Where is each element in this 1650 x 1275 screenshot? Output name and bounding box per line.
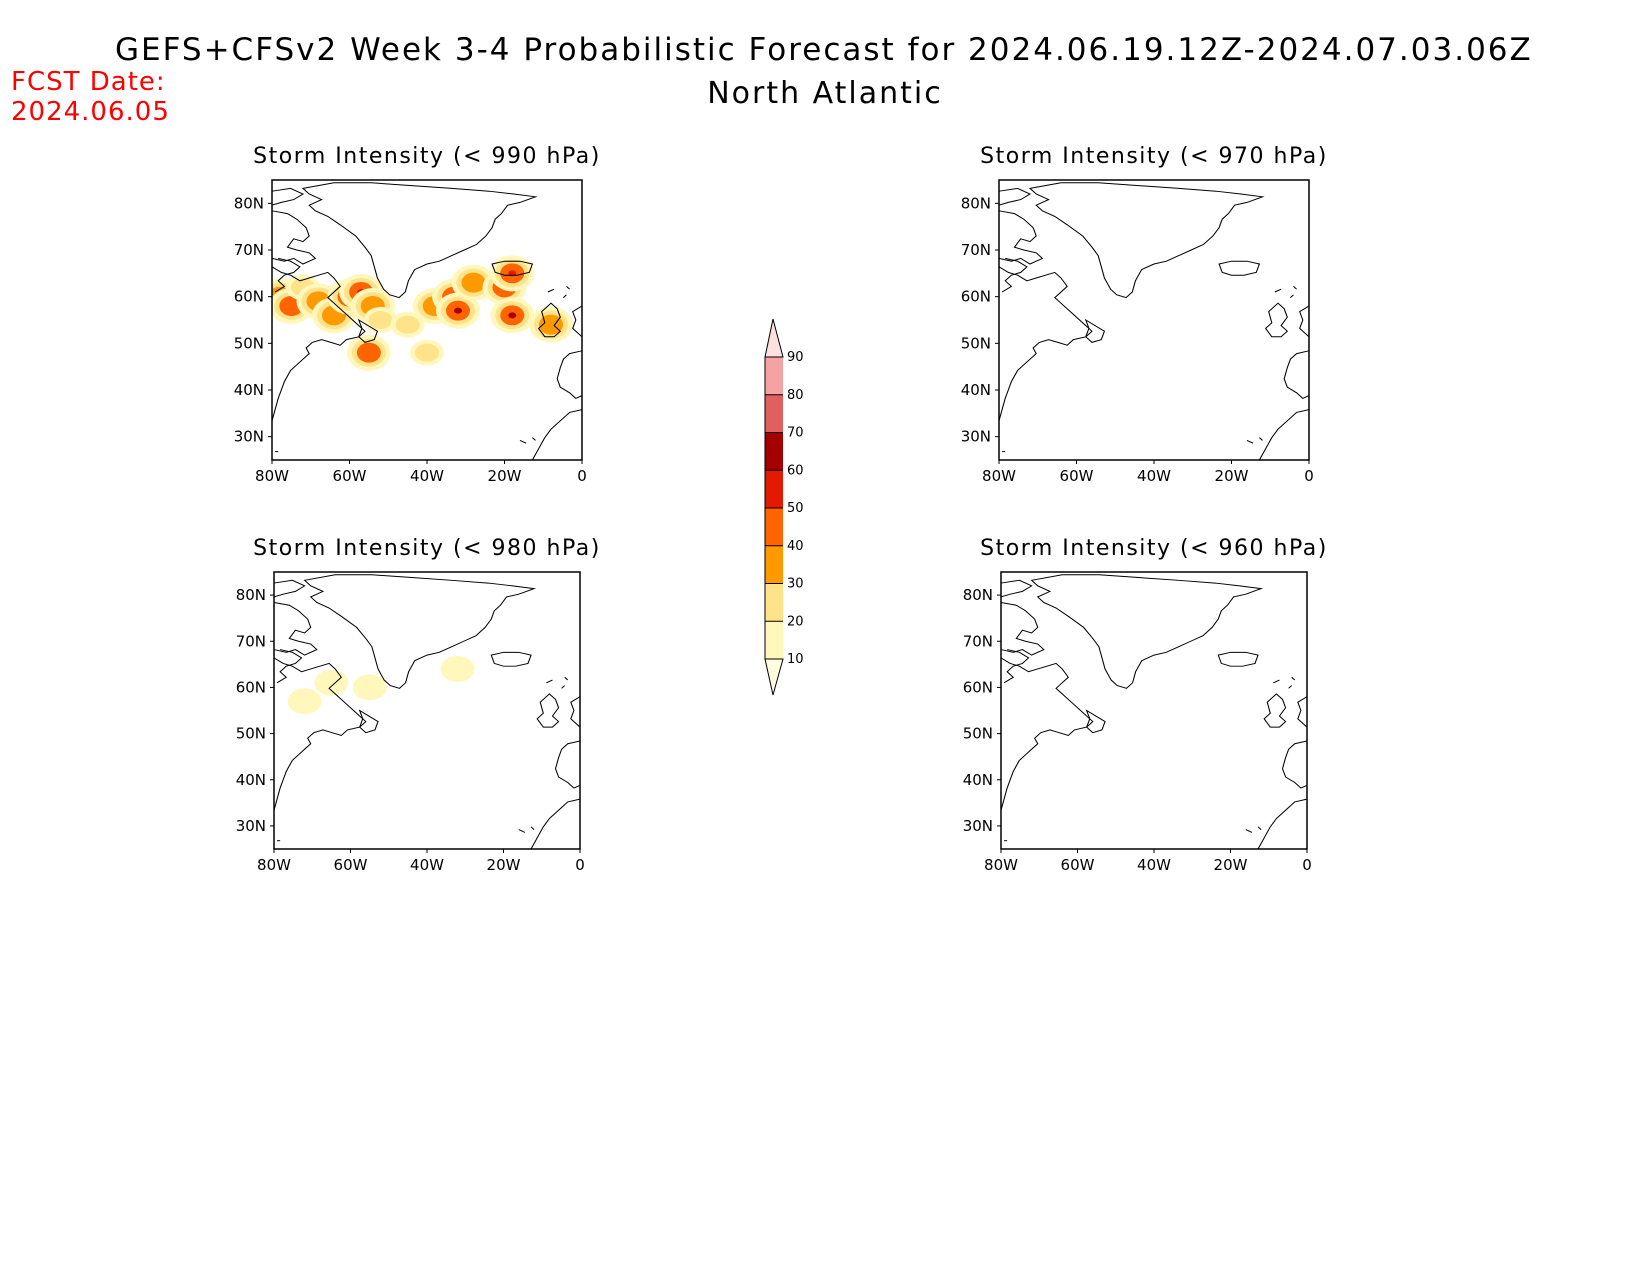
lon-tick-label: 60W (1061, 856, 1095, 874)
colorbar: 10 20 30 40 50 60 70 80 90 (764, 318, 804, 696)
lon-tick-label: 80W (255, 467, 289, 485)
prob-shade (314, 669, 349, 696)
lat-tick-label: 50N (234, 334, 264, 352)
prob-shade (368, 311, 393, 329)
lon-tick-label: 60W (333, 467, 367, 485)
lat-tick-label: 60N (961, 288, 991, 306)
lat-tick-label: 70N (236, 632, 266, 650)
prob-shade (356, 342, 381, 363)
forecast-date-label: FCST Date: (11, 67, 166, 97)
colorbar-segment (765, 432, 783, 471)
coastline (999, 182, 1309, 460)
prob-shade (287, 688, 322, 715)
main-title: GEFS+CFSv2 Week 3-4 Probabilistic Foreca… (115, 32, 1533, 68)
colorbar-segment (765, 357, 783, 395)
colorbar-tick-label: 70 (787, 426, 804, 441)
lat-tick-label: 60N (234, 288, 264, 306)
coastline (274, 574, 580, 849)
prob-shade (440, 655, 475, 682)
lon-tick-label: 20W (1214, 856, 1248, 874)
colorbar-segment (765, 508, 783, 546)
colorbar-segment (765, 621, 783, 659)
lat-tick-label: 40N (961, 381, 991, 399)
lat-tick-label: 70N (963, 632, 993, 650)
prob-shade (352, 674, 387, 701)
panels-layer: Storm Intensity (< 990 hPa) 80N 70N 60N 50N 4… (234, 144, 1328, 874)
map-frame (1000, 571, 1308, 850)
lat-tick-label: 30N (234, 428, 264, 446)
colorbar-segment (765, 394, 783, 433)
lon-tick-label: 40W (410, 856, 444, 874)
map-frame (273, 571, 581, 850)
lat-tick-label: 40N (234, 381, 264, 399)
lat-tick-label: 70N (234, 241, 264, 259)
colorbar-segment (765, 470, 783, 508)
lat-tick-label: 80N (234, 194, 264, 212)
lat-tick-label: 80N (236, 586, 266, 604)
map-panel-p960: Storm Intensity (< 960 hPa) 80N 70N 60N 50N 4… (963, 536, 1328, 874)
prob-shade (508, 312, 517, 319)
forecast-date-value: 2024.06.05 (11, 97, 170, 127)
map-panel-p970: Storm Intensity (< 970 hPa) 80N 70N 60N 50N 4… (961, 144, 1328, 485)
lon-tick-label: 80W (984, 856, 1018, 874)
colorbar-tick-label: 50 (787, 501, 804, 516)
map-panel-p980: Storm Intensity (< 980 hPa) 80N 70N 60N 50N 4… (236, 536, 601, 874)
panel-title: Storm Intensity (< 990 hPa) (253, 144, 601, 169)
colorbar-upper-triangle (764, 318, 784, 358)
coastline (1001, 574, 1307, 849)
colorbar-tick-label: 80 (787, 388, 804, 403)
colorbar-tick-label: 40 (787, 539, 804, 554)
lon-tick-label: 40W (410, 467, 444, 485)
lon-tick-label: 20W (487, 856, 521, 874)
lon-tick-label: 80W (257, 856, 291, 874)
lat-tick-label: 30N (236, 817, 266, 835)
lat-tick-label: 50N (961, 334, 991, 352)
lon-tick-label: 20W (1215, 467, 1249, 485)
prob-shade (454, 307, 462, 314)
lon-tick-label: 40W (1137, 856, 1171, 874)
lon-tick-label: 0 (1302, 856, 1312, 874)
panel-title: Storm Intensity (< 980 hPa) (253, 536, 601, 561)
panel-title: Storm Intensity (< 960 hPa) (980, 536, 1328, 561)
colorbar-tick-label: 30 (787, 577, 804, 592)
lat-tick-label: 60N (963, 678, 993, 696)
lon-tick-label: 0 (577, 467, 587, 485)
prob-shade (415, 343, 439, 362)
lon-tick-label: 80W (982, 467, 1016, 485)
lat-tick-label: 30N (963, 817, 993, 835)
panel-title: Storm Intensity (< 970 hPa) (980, 144, 1328, 169)
lon-tick-label: 0 (575, 856, 585, 874)
lon-tick-label: 60W (1060, 467, 1094, 485)
lon-tick-label: 20W (488, 467, 522, 485)
colorbar-tick-label: 10 (787, 652, 804, 667)
lat-tick-label: 70N (961, 241, 991, 259)
colorbar-tick-label: 60 (787, 463, 804, 478)
lat-tick-label: 50N (963, 725, 993, 743)
lon-tick-label: 60W (334, 856, 368, 874)
lat-tick-label: 50N (236, 725, 266, 743)
colorbar-segment (765, 545, 783, 584)
lat-tick-label: 80N (961, 194, 991, 212)
map-frame (998, 179, 1310, 461)
map-panel-p990: Storm Intensity (< 990 hPa) 80N 70N 60N 50N 4… (234, 144, 601, 485)
lon-tick-label: 40W (1137, 467, 1171, 485)
lon-tick-label: 0 (1304, 467, 1314, 485)
lat-tick-label: 60N (236, 678, 266, 696)
region-subtitle: North Atlantic (707, 76, 943, 111)
lat-tick-label: 40N (963, 771, 993, 789)
prob-shade (539, 314, 563, 335)
colorbar-tick-label: 90 (787, 350, 804, 365)
prob-shade (461, 272, 486, 293)
colorbar-lower-triangle (764, 658, 784, 696)
lat-tick-label: 80N (963, 586, 993, 604)
colorbar-tick-label: 20 (787, 614, 804, 629)
lat-tick-label: 40N (236, 771, 266, 789)
colorbar-segment (765, 583, 783, 622)
lat-tick-label: 30N (961, 428, 991, 446)
prob-shade (395, 315, 420, 334)
